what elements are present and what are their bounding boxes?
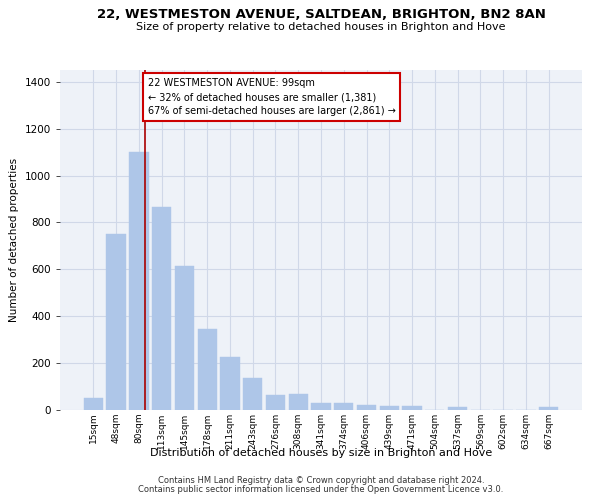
Bar: [357, 405, 376, 410]
Bar: [448, 407, 467, 410]
Bar: [243, 378, 262, 410]
Bar: [106, 234, 126, 410]
Bar: [334, 403, 353, 410]
Text: 22 WESTMESTON AVENUE: 99sqm
← 32% of detached houses are smaller (1,381)
67% of : 22 WESTMESTON AVENUE: 99sqm ← 32% of det…: [148, 78, 395, 116]
Bar: [403, 406, 422, 410]
Bar: [129, 152, 149, 410]
Bar: [220, 357, 239, 410]
Bar: [380, 406, 399, 410]
Bar: [175, 266, 194, 410]
Text: Contains HM Land Registry data © Crown copyright and database right 2024.: Contains HM Land Registry data © Crown c…: [158, 476, 484, 485]
Y-axis label: Number of detached properties: Number of detached properties: [9, 158, 19, 322]
Bar: [289, 394, 308, 410]
Bar: [84, 398, 103, 410]
Bar: [539, 407, 558, 410]
Bar: [311, 403, 331, 410]
Bar: [152, 207, 172, 410]
Text: 22, WESTMESTON AVENUE, SALTDEAN, BRIGHTON, BN2 8AN: 22, WESTMESTON AVENUE, SALTDEAN, BRIGHTO…: [97, 8, 545, 20]
Bar: [197, 329, 217, 410]
Text: Contains public sector information licensed under the Open Government Licence v3: Contains public sector information licen…: [139, 485, 503, 494]
Text: Size of property relative to detached houses in Brighton and Hove: Size of property relative to detached ho…: [136, 22, 506, 32]
Bar: [266, 395, 285, 410]
Text: Distribution of detached houses by size in Brighton and Hove: Distribution of detached houses by size …: [150, 448, 492, 458]
